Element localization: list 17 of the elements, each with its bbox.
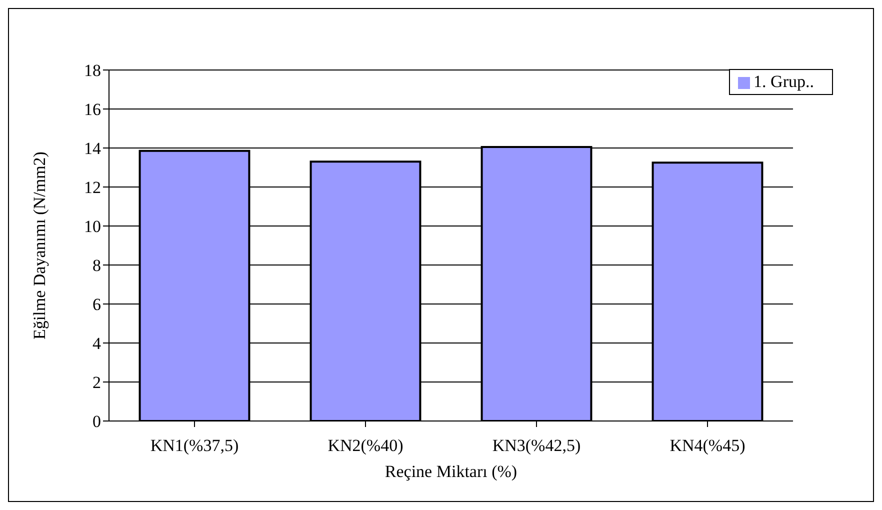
y-tick-label: 6 bbox=[92, 295, 101, 314]
y-tick-label: 8 bbox=[92, 256, 101, 276]
y-tick-label: 16 bbox=[84, 100, 101, 120]
legend-label: 1. Grup.. bbox=[754, 72, 814, 91]
x-axis-title: Reçine Miktarı (%) bbox=[384, 462, 518, 481]
y-tick-label: 0 bbox=[92, 412, 101, 432]
y-tick-label: 2 bbox=[92, 373, 101, 392]
x-tick-label: KN2(%40) bbox=[328, 436, 404, 456]
y-tick-label: 12 bbox=[84, 178, 101, 198]
y-tick-label: 18 bbox=[84, 61, 101, 80]
y-tick-label: 4 bbox=[92, 334, 102, 354]
y-tick-label: 10 bbox=[84, 217, 101, 236]
x-tick-label: KN4(%45) bbox=[670, 436, 746, 456]
y-axis-title: Eğilme Dayanımı (N/mm2) bbox=[30, 152, 50, 340]
x-tick-label: KN3(%42,5) bbox=[492, 436, 581, 456]
y-tick-label: 14 bbox=[84, 139, 102, 158]
x-tick-label: KN1(%37,5) bbox=[150, 436, 239, 456]
